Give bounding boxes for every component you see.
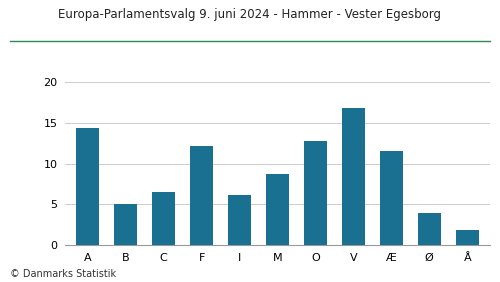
Bar (456, 230, 478, 245)
Text: © Danmarks Statistik: © Danmarks Statistik (10, 269, 116, 279)
Bar (152, 192, 175, 245)
Bar (266, 174, 289, 245)
Bar (342, 108, 365, 245)
Bar (380, 151, 402, 245)
Bar (190, 146, 213, 245)
Bar (304, 142, 327, 245)
Bar (76, 128, 99, 245)
Bar (418, 213, 440, 245)
Bar (114, 204, 137, 245)
Text: Europa-Parlamentsvalg 9. juni 2024 - Hammer - Vester Egesborg: Europa-Parlamentsvalg 9. juni 2024 - Ham… (58, 8, 442, 21)
Bar (228, 195, 251, 245)
